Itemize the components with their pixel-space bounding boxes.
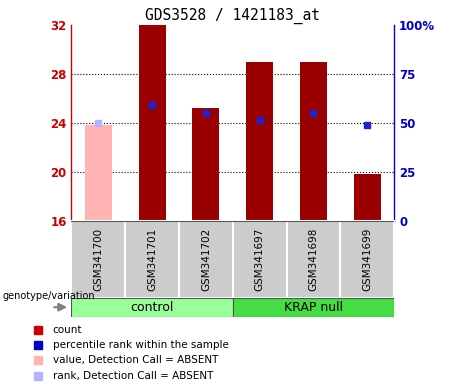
Bar [179,221,233,298]
Bar [287,221,340,298]
Text: GSM341700: GSM341700 [93,228,103,291]
Bar [71,221,125,298]
Bar [340,221,394,298]
Text: GSM341702: GSM341702 [201,228,211,291]
Text: control: control [130,301,174,314]
Bar [125,221,179,298]
Bar [246,62,273,221]
Text: GSM341697: GSM341697 [254,227,265,291]
Bar [139,25,165,221]
Title: GDS3528 / 1421183_at: GDS3528 / 1421183_at [145,7,320,23]
Text: rank, Detection Call = ABSENT: rank, Detection Call = ABSENT [53,371,213,381]
Text: GSM341699: GSM341699 [362,227,372,291]
Text: genotype/variation: genotype/variation [2,291,95,301]
Bar [85,125,112,221]
Text: GSM341701: GSM341701 [147,228,157,291]
Text: KRAP null: KRAP null [284,301,343,314]
Bar [233,298,394,317]
Text: value, Detection Call = ABSENT: value, Detection Call = ABSENT [53,355,218,365]
Bar [233,221,287,298]
Bar [193,108,219,221]
Bar [71,298,233,317]
Text: GSM341698: GSM341698 [308,227,319,291]
Bar [354,174,381,221]
Text: percentile rank within the sample: percentile rank within the sample [53,340,228,350]
Bar [300,62,327,221]
Text: count: count [53,326,82,336]
